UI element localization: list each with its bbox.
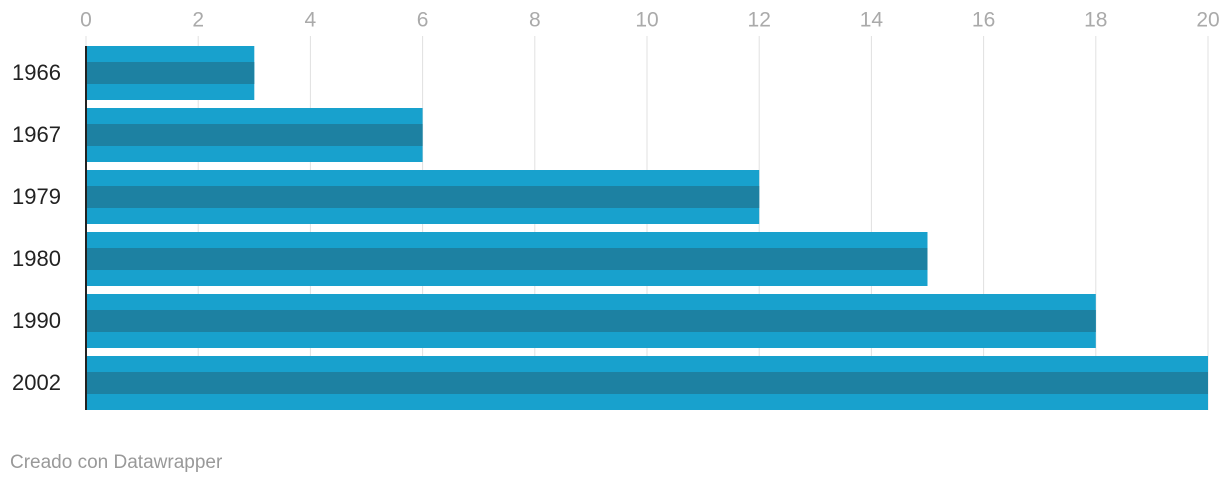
x-tick-label: 6 — [417, 9, 429, 32]
y-tick-label: 1979 — [12, 184, 61, 209]
bar-inner — [86, 372, 1208, 394]
footer: Creado con Datawrapper — [10, 452, 223, 473]
x-tick-label: 10 — [635, 9, 658, 32]
y-tick-label: 1966 — [12, 60, 61, 85]
x-tick-label: 2 — [192, 9, 204, 32]
y-tick-label: 1980 — [12, 246, 61, 271]
x-tick-label: 18 — [1084, 9, 1107, 32]
x-tick-label: 0 — [80, 9, 92, 32]
bar-inner — [86, 248, 928, 270]
x-tick-label: 4 — [305, 9, 317, 32]
y-tick-label: 2002 — [12, 370, 61, 395]
x-tick-label: 16 — [972, 9, 995, 32]
bar-inner — [86, 310, 1096, 332]
x-tick-label: 12 — [748, 9, 771, 32]
x-tick-label: 14 — [860, 9, 884, 32]
bar-inner — [86, 186, 760, 208]
x-tick-label: 8 — [529, 9, 541, 32]
bar-inner — [86, 62, 255, 84]
bar-inner — [86, 124, 423, 146]
y-tick-label: 1990 — [12, 308, 61, 333]
y-tick-label: 1967 — [12, 122, 61, 147]
x-tick-label: 20 — [1196, 9, 1219, 32]
